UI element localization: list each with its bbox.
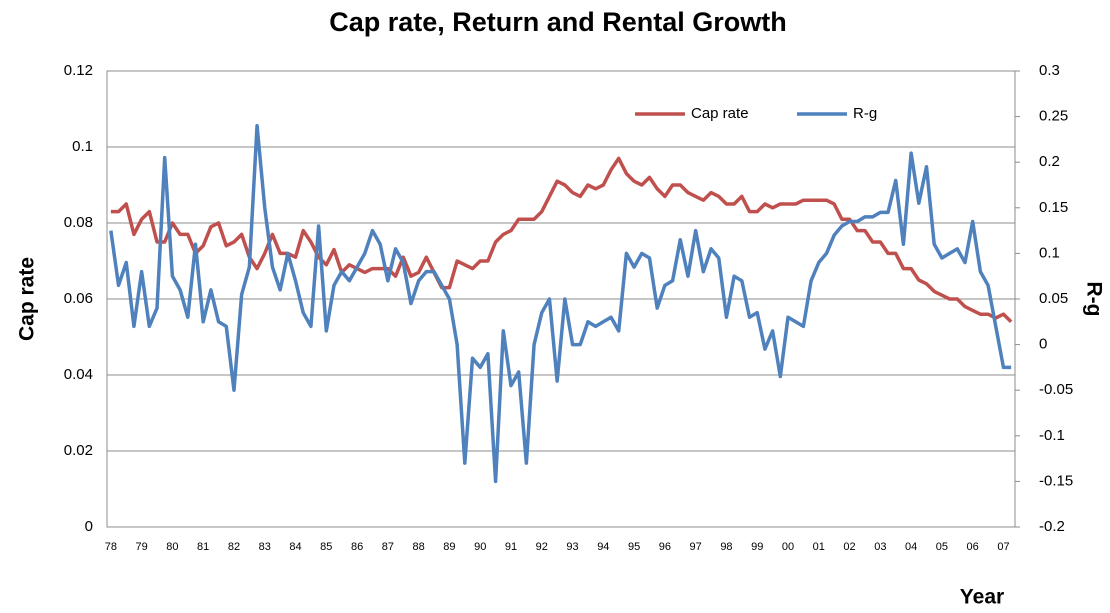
y-tick-label: 0.06 [64, 290, 93, 307]
x-tick-label: 79 [136, 541, 148, 553]
x-tick-label: 91 [505, 541, 517, 553]
legend-label: R-g [853, 105, 877, 122]
y-tick-label: 0.08 [64, 214, 93, 231]
x-tick-label: 84 [289, 541, 301, 553]
x-tick-label: 96 [659, 541, 671, 553]
y-tick-label: 0.02 [64, 442, 93, 459]
y2-tick-label: 0.2 [1039, 153, 1060, 170]
x-tick-label: 01 [813, 541, 825, 553]
y-tick-label: 0.12 [64, 62, 93, 79]
x-tick-label: 99 [751, 541, 763, 553]
y-tick-label: 0.1 [72, 138, 93, 155]
x-tick-label: 97 [690, 541, 702, 553]
x-tick-label: 94 [597, 541, 609, 553]
x-tick-label: 00 [782, 541, 794, 553]
x-tick-label: 78 [105, 541, 117, 553]
x-axis-label: Year [960, 586, 1004, 609]
y2-axis-label: R-g [1082, 282, 1105, 317]
x-tick-label: 03 [874, 541, 886, 553]
y2-tick-label: -0.05 [1039, 381, 1073, 398]
y2-tick-label: -0.15 [1039, 472, 1073, 489]
x-tick-label: 86 [351, 541, 363, 553]
y2-tick-label: 0.25 [1039, 108, 1068, 125]
y2-tick-label: 0 [1039, 336, 1047, 353]
y-axis-label: Cap rate [16, 257, 39, 341]
y2-tick-label: -0.1 [1039, 427, 1065, 444]
x-tick-label: 04 [905, 541, 917, 553]
line-series [109, 123, 1012, 484]
x-tick-label: 85 [320, 541, 332, 553]
x-tick-label: 90 [474, 541, 486, 553]
plot-border [106, 70, 1016, 528]
y-tick-label: 0 [85, 518, 93, 535]
x-tick-label: 02 [843, 541, 855, 553]
x-tick-label: 83 [259, 541, 271, 553]
y-tick-label: 0.04 [64, 366, 93, 383]
x-tick-label: 05 [936, 541, 948, 553]
x-tick-label: 98 [720, 541, 732, 553]
y2-tick-label: 0.1 [1039, 244, 1060, 261]
x-tick-label: 07 [997, 541, 1009, 553]
x-tick-label: 89 [443, 541, 455, 553]
y2-tick-label: 0.3 [1039, 62, 1060, 79]
x-tick-label: 95 [628, 541, 640, 553]
x-tick-label: 93 [566, 541, 578, 553]
x-tick-label: 87 [382, 541, 394, 553]
y2-tick-label: 0.15 [1039, 199, 1068, 216]
x-tick-label: 81 [197, 541, 209, 553]
chart-title: Cap rate, Return and Rental Growth [329, 7, 787, 37]
legend-label: Cap rate [691, 105, 749, 122]
x-tick-label: 06 [967, 541, 979, 553]
x-tick-label: 92 [536, 541, 548, 553]
line-series [110, 156, 1013, 324]
x-tick-label: 80 [166, 541, 178, 553]
x-tick-label: 82 [228, 541, 240, 553]
x-tick-label: 88 [413, 541, 425, 553]
y2-tick-label: -0.2 [1039, 518, 1065, 535]
y2-tick-label: 0.05 [1039, 290, 1068, 307]
